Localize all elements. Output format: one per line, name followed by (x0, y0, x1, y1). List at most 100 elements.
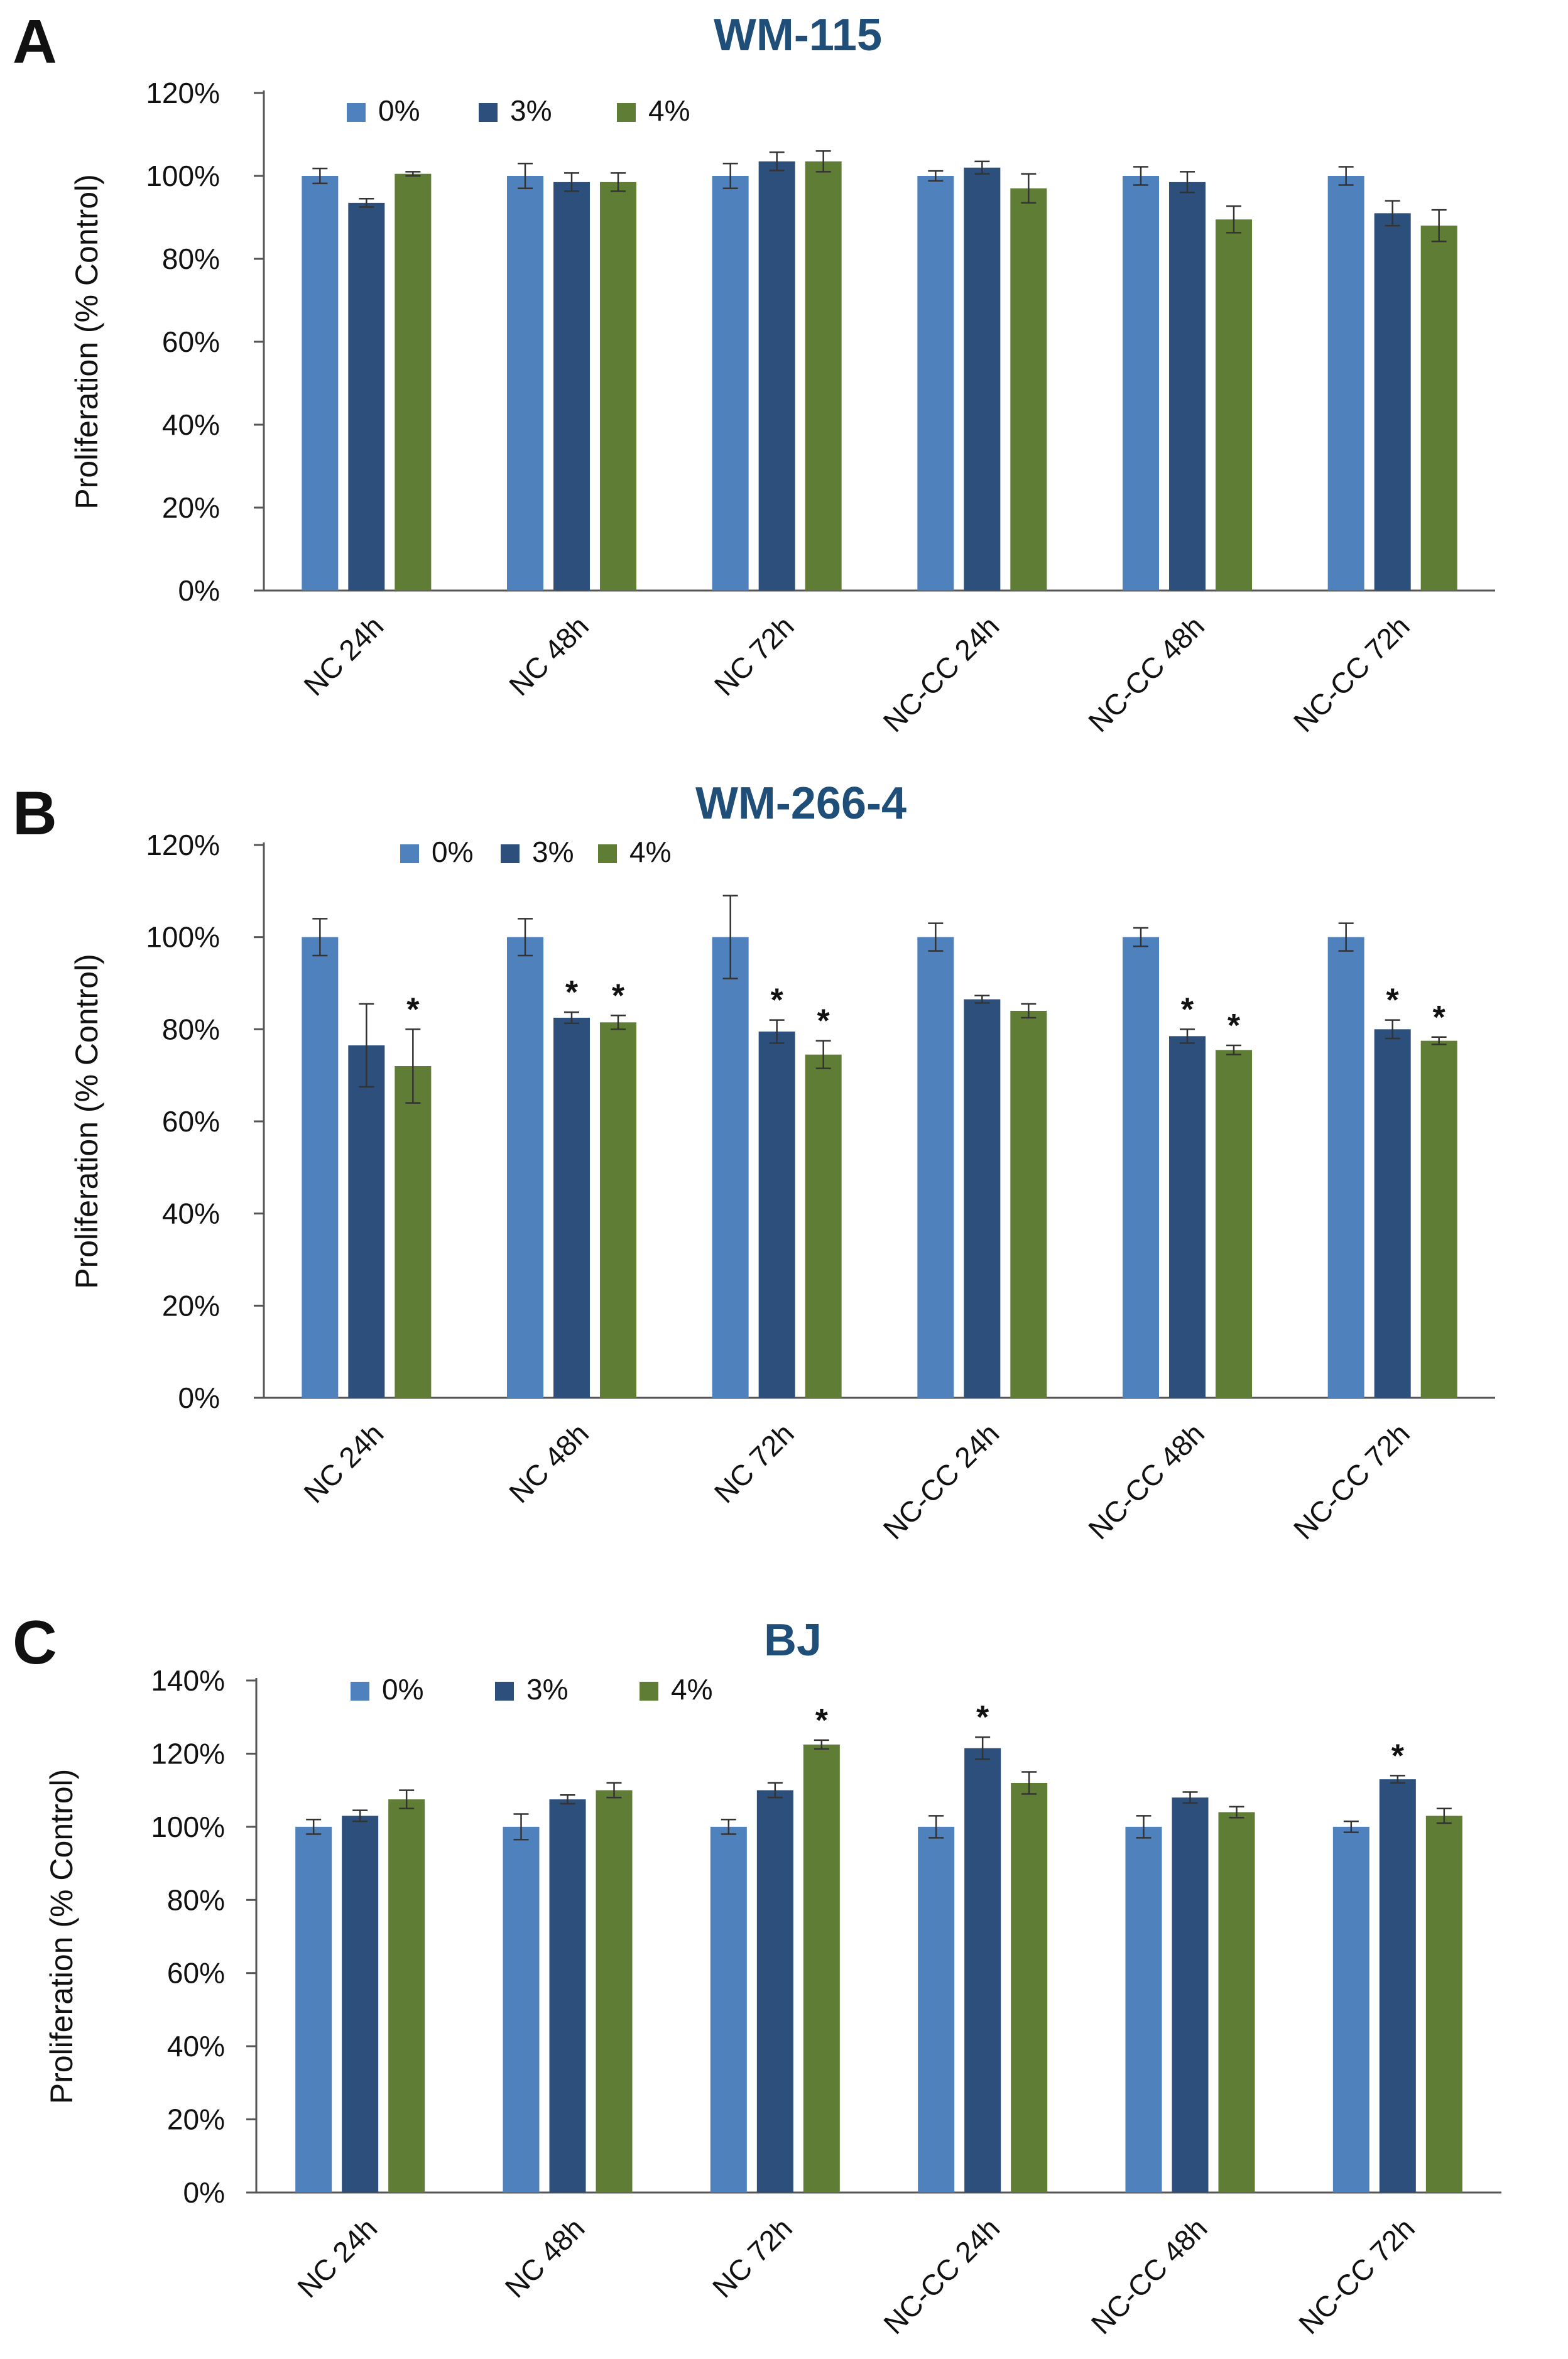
y-tick-label: 120% (146, 77, 220, 109)
legend-swatch (598, 844, 617, 863)
bar (348, 202, 385, 591)
legend-label: 4% (648, 94, 690, 127)
x-tick-label: NC-CC 72h (1287, 609, 1416, 738)
legend-label: 0% (378, 94, 420, 127)
bar (600, 1022, 636, 1398)
bar (712, 937, 749, 1398)
bar (805, 161, 842, 591)
bar (302, 937, 339, 1398)
legend-swatch (347, 103, 366, 122)
chart-title: WM-115 (714, 10, 882, 60)
bar (302, 176, 339, 591)
y-tick-label: 0% (183, 2176, 225, 2209)
legend-swatch (495, 1682, 514, 1701)
y-axis-label: Proliferation (% Control) (69, 954, 104, 1289)
legend-swatch (351, 1682, 369, 1701)
bar (1011, 1783, 1048, 2193)
y-tick-label: 100% (146, 921, 220, 954)
significance-star: * (1386, 983, 1400, 1019)
bar (1169, 182, 1206, 591)
chart-title: WM-266-4 (695, 778, 906, 829)
x-tick-label: NC 48h (503, 609, 595, 702)
legend-label: 3% (510, 94, 552, 127)
bar (918, 1826, 955, 2193)
bar (553, 182, 590, 591)
bar (1374, 1029, 1411, 1398)
significance-star: * (817, 1003, 830, 1040)
bar (1379, 1779, 1416, 2193)
y-tick-label: 60% (162, 325, 220, 358)
bar (758, 161, 795, 591)
bar (1010, 188, 1047, 591)
y-tick-label: 100% (146, 160, 220, 192)
x-tick-label: NC 24h (297, 609, 389, 702)
bar (756, 1790, 793, 2193)
bar (964, 1748, 1001, 2193)
x-tick-label: NC 48h (503, 1417, 595, 1509)
bar (549, 1799, 586, 2193)
legend-swatch (501, 844, 520, 863)
bar (1374, 213, 1411, 591)
y-tick-label: 20% (162, 1289, 220, 1322)
bar (295, 1826, 332, 2193)
y-axis-label: Proliferation (% Control) (44, 1769, 79, 2105)
y-tick-label: 80% (167, 1883, 225, 1916)
legend-swatch (479, 103, 498, 122)
bar (348, 1045, 385, 1398)
legend-label: 3% (532, 836, 574, 868)
y-tick-label: 20% (167, 2103, 225, 2136)
x-tick-label: NC-CC 72h (1287, 1417, 1416, 1545)
legend-label: 3% (526, 1673, 568, 1706)
y-tick-label: 100% (151, 1811, 225, 1843)
bar (395, 1066, 432, 1398)
x-tick-label: NC 72h (708, 1417, 800, 1509)
bar (596, 1790, 633, 2193)
bar (1010, 1011, 1047, 1398)
x-tick-label: NC-CC 72h (1292, 2211, 1421, 2340)
significance-star: * (1228, 1008, 1241, 1044)
y-tick-label: 60% (167, 1957, 225, 1990)
bar (1327, 937, 1364, 1398)
legend-label: 0% (382, 1673, 423, 1706)
panel-letter: B (13, 778, 57, 847)
bar (553, 1018, 590, 1398)
bar (503, 1826, 540, 2193)
bar (600, 182, 636, 591)
x-tick-label: NC 24h (297, 1417, 389, 1509)
bar (758, 1032, 795, 1398)
panel-letter: C (13, 1608, 57, 1677)
chart-title: BJ (764, 1615, 822, 1665)
x-tick-label: NC-CC 24h (877, 2211, 1006, 2340)
x-tick-label: NC 24h (291, 2211, 383, 2304)
bar (805, 1054, 842, 1398)
x-tick-label: NC-CC 24h (877, 609, 1006, 738)
bar (803, 1744, 840, 2193)
y-tick-label: 140% (151, 1664, 225, 1697)
legend-label: 0% (432, 836, 473, 868)
y-axis-label: Proliferation (% Control) (69, 174, 104, 509)
x-tick-label: NC 48h (499, 2211, 591, 2304)
bar (1425, 1816, 1462, 2193)
bar (1172, 1797, 1209, 2193)
bar (1420, 226, 1457, 591)
y-tick-label: 40% (162, 1197, 220, 1230)
significance-star: * (1391, 1738, 1405, 1774)
chart-panel-c: C BJ 0% 20% 40% 60% 80% 100% 120% 140% Proliferati… (13, 1608, 1501, 2340)
significance-star: * (565, 974, 579, 1011)
legend-label: 4% (629, 836, 671, 868)
bar (917, 937, 954, 1398)
x-tick-label: NC-CC 48h (1085, 2211, 1214, 2340)
bar (507, 176, 543, 591)
bar (1123, 176, 1159, 591)
x-tick-label: NC 72h (706, 2211, 798, 2304)
bar (1216, 1050, 1252, 1398)
bar (342, 1816, 379, 2193)
legend-swatch (640, 1682, 658, 1701)
x-tick-label: NC-CC 48h (1082, 1417, 1211, 1545)
chart-panel-b: B WM-266-4 0% 20% 40% 60% 80% 100% 120% Prolifera… (13, 778, 1495, 1545)
bar (388, 1799, 425, 2193)
y-tick-label: 0% (178, 574, 220, 607)
bar (1123, 937, 1159, 1398)
y-tick-label: 120% (146, 829, 220, 861)
